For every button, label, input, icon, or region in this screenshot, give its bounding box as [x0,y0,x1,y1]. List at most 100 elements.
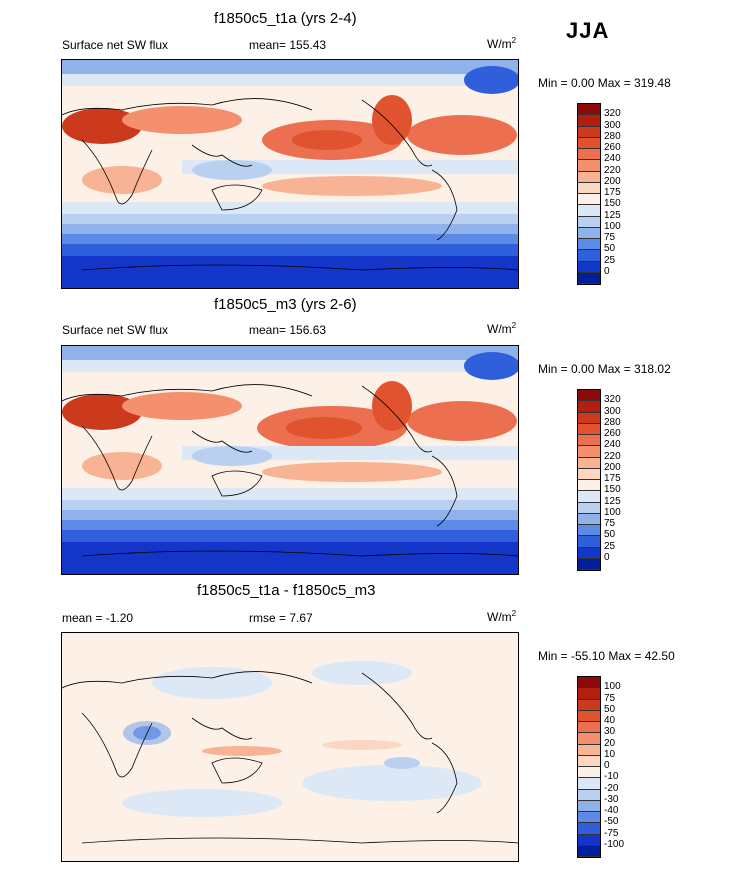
panel-1-colorbar [577,103,601,285]
colorbar-tick-label: -20 [604,782,619,794]
colorbar-swatch [578,401,600,413]
colorbar-tick-label: 50 [604,529,616,541]
colorbar-tick-label: 220 [604,164,621,176]
colorbar-swatch [578,104,600,116]
panel-1-title: f1850c5_t1a (yrs 2-4) [214,10,357,27]
colorbar-tick-label: 150 [604,198,621,210]
colorbar-swatch [578,149,600,161]
panel-1-mean-label: mean= 155.43 [249,38,327,52]
colorbar-tick-label: 50 [604,703,616,715]
colorbar-tick-label: 320 [604,394,621,406]
panel-1-variable-label: Surface net SW flux [62,38,169,52]
colorbar-swatch [578,699,600,711]
colorbar-swatch [578,767,600,779]
colorbar-swatch [578,710,600,722]
colorbar-swatch [578,390,600,402]
colorbar-tick-label: 75 [604,692,616,704]
colorbar-tick-label: 280 [604,416,621,428]
panel-2-units-base: W/m [487,322,512,336]
colorbar-swatch [578,272,600,284]
colorbar-tick-label: 10 [604,748,616,760]
colorbar-swatch [578,536,600,548]
panel-1-minmax: Min = 0.00 Max = 319.48 [538,76,671,90]
colorbar-swatch [578,744,600,756]
colorbar-swatch [578,261,600,273]
colorbar-tick-label: 240 [604,153,621,165]
colorbar-swatch [578,480,600,492]
colorbar-swatch [578,160,600,172]
colorbar-tick-label: 175 [604,473,621,484]
colorbar-swatch [578,722,600,734]
colorbar-swatch [578,755,600,767]
colorbar-tick-label: 40 [604,715,616,726]
panel-1-colorbar-ticks: 320 300 280 260 240 220 200 175 150 125 100 75 50 25 0 [604,103,644,283]
panel-3-units-sup: 2 [511,609,517,618]
colorbar-tick-label: 30 [604,726,616,738]
colorbar-tick-label: 25 [604,254,616,266]
colorbar-tick-label: 100 [604,681,621,693]
panel-3-minmax: Min = -55.10 Max = 42.50 [538,649,675,663]
colorbar-swatch [578,250,600,262]
colorbar-swatch [578,502,600,514]
panel-2-colorbar [577,389,601,571]
panel-3-rmse-label: rmse = 7.67 [249,611,313,625]
colorbar-swatch [578,423,600,435]
panel-2-minmax: Min = 0.00 Max = 318.02 [538,362,671,376]
colorbar-tick-label: -40 [604,805,619,816]
colorbar-tick-label: 25 [604,540,616,552]
colorbar-swatch [578,126,600,138]
colorbar-tick-label: -30 [604,793,619,805]
panel-2-title: f1850c5_m3 (yrs 2-6) [214,296,357,313]
colorbar-tick-label: -10 [604,771,619,783]
colorbar-swatch [578,789,600,801]
colorbar-tick-label: 260 [604,142,621,153]
colorbar-swatch [578,491,600,503]
colorbar-tick-label: 260 [604,428,621,439]
colorbar-tick-label: 50 [604,243,616,255]
colorbar-tick-label: 75 [604,518,616,529]
colorbar-swatch [578,812,600,824]
colorbar-swatch [578,412,600,424]
colorbar-swatch [578,239,600,251]
colorbar-tick-label: -75 [604,827,619,839]
colorbar-tick-label: 200 [604,175,621,187]
panel-3-colorbar-ticks: 100 75 50 40 30 20 10 0 -10 -20 -30 -40 -50 -75 -100 [604,676,644,856]
colorbar-tick-label: 100 [604,220,621,232]
colorbar-swatch [578,115,600,127]
panel-3-units: W/m2 [487,609,516,624]
panel-1-units: W/m2 [487,36,516,51]
colorbar-tick-label: 0 [604,760,610,771]
colorbar-tick-label: 0 [604,551,610,563]
colorbar-tick-label: -100 [604,838,625,850]
panel-2-units: W/m2 [487,321,516,336]
colorbar-swatch [578,457,600,469]
colorbar-swatch [578,800,600,812]
colorbar-swatch [578,435,600,447]
panel-3-map [61,632,519,862]
colorbar-swatch [578,205,600,217]
colorbar-swatch [578,558,600,570]
colorbar-swatch [578,525,600,537]
panel-2-variable-label: Surface net SW flux [62,323,169,337]
colorbar-tick-label: 175 [604,187,621,198]
colorbar-swatch [578,446,600,458]
colorbar-swatch [578,171,600,183]
colorbar-swatch [578,677,600,689]
colorbar-swatch [578,194,600,206]
colorbar-tick-label: 220 [604,450,621,462]
colorbar-tick-label: 320 [604,108,621,120]
colorbar-tick-label: 150 [604,484,621,496]
colorbar-tick-label: 125 [604,209,621,221]
colorbar-swatch [578,834,600,846]
panel-2-map-svg [62,346,518,574]
colorbar-tick-label: 300 [604,405,621,417]
panel-2-colorbar-ticks: 320 300 280 260 240 220 200 175 150 125 100 75 50 25 0 [604,389,644,569]
colorbar-swatch [578,733,600,745]
colorbar-swatch [578,182,600,194]
panel-1-units-base: W/m [487,37,512,51]
panel-1-map-svg [62,60,518,288]
season-label: JJA [566,18,610,43]
colorbar-swatch [578,823,600,835]
colorbar-tick-label: 0 [604,265,610,277]
panel-2-mean-label: mean= 156.63 [249,323,327,337]
